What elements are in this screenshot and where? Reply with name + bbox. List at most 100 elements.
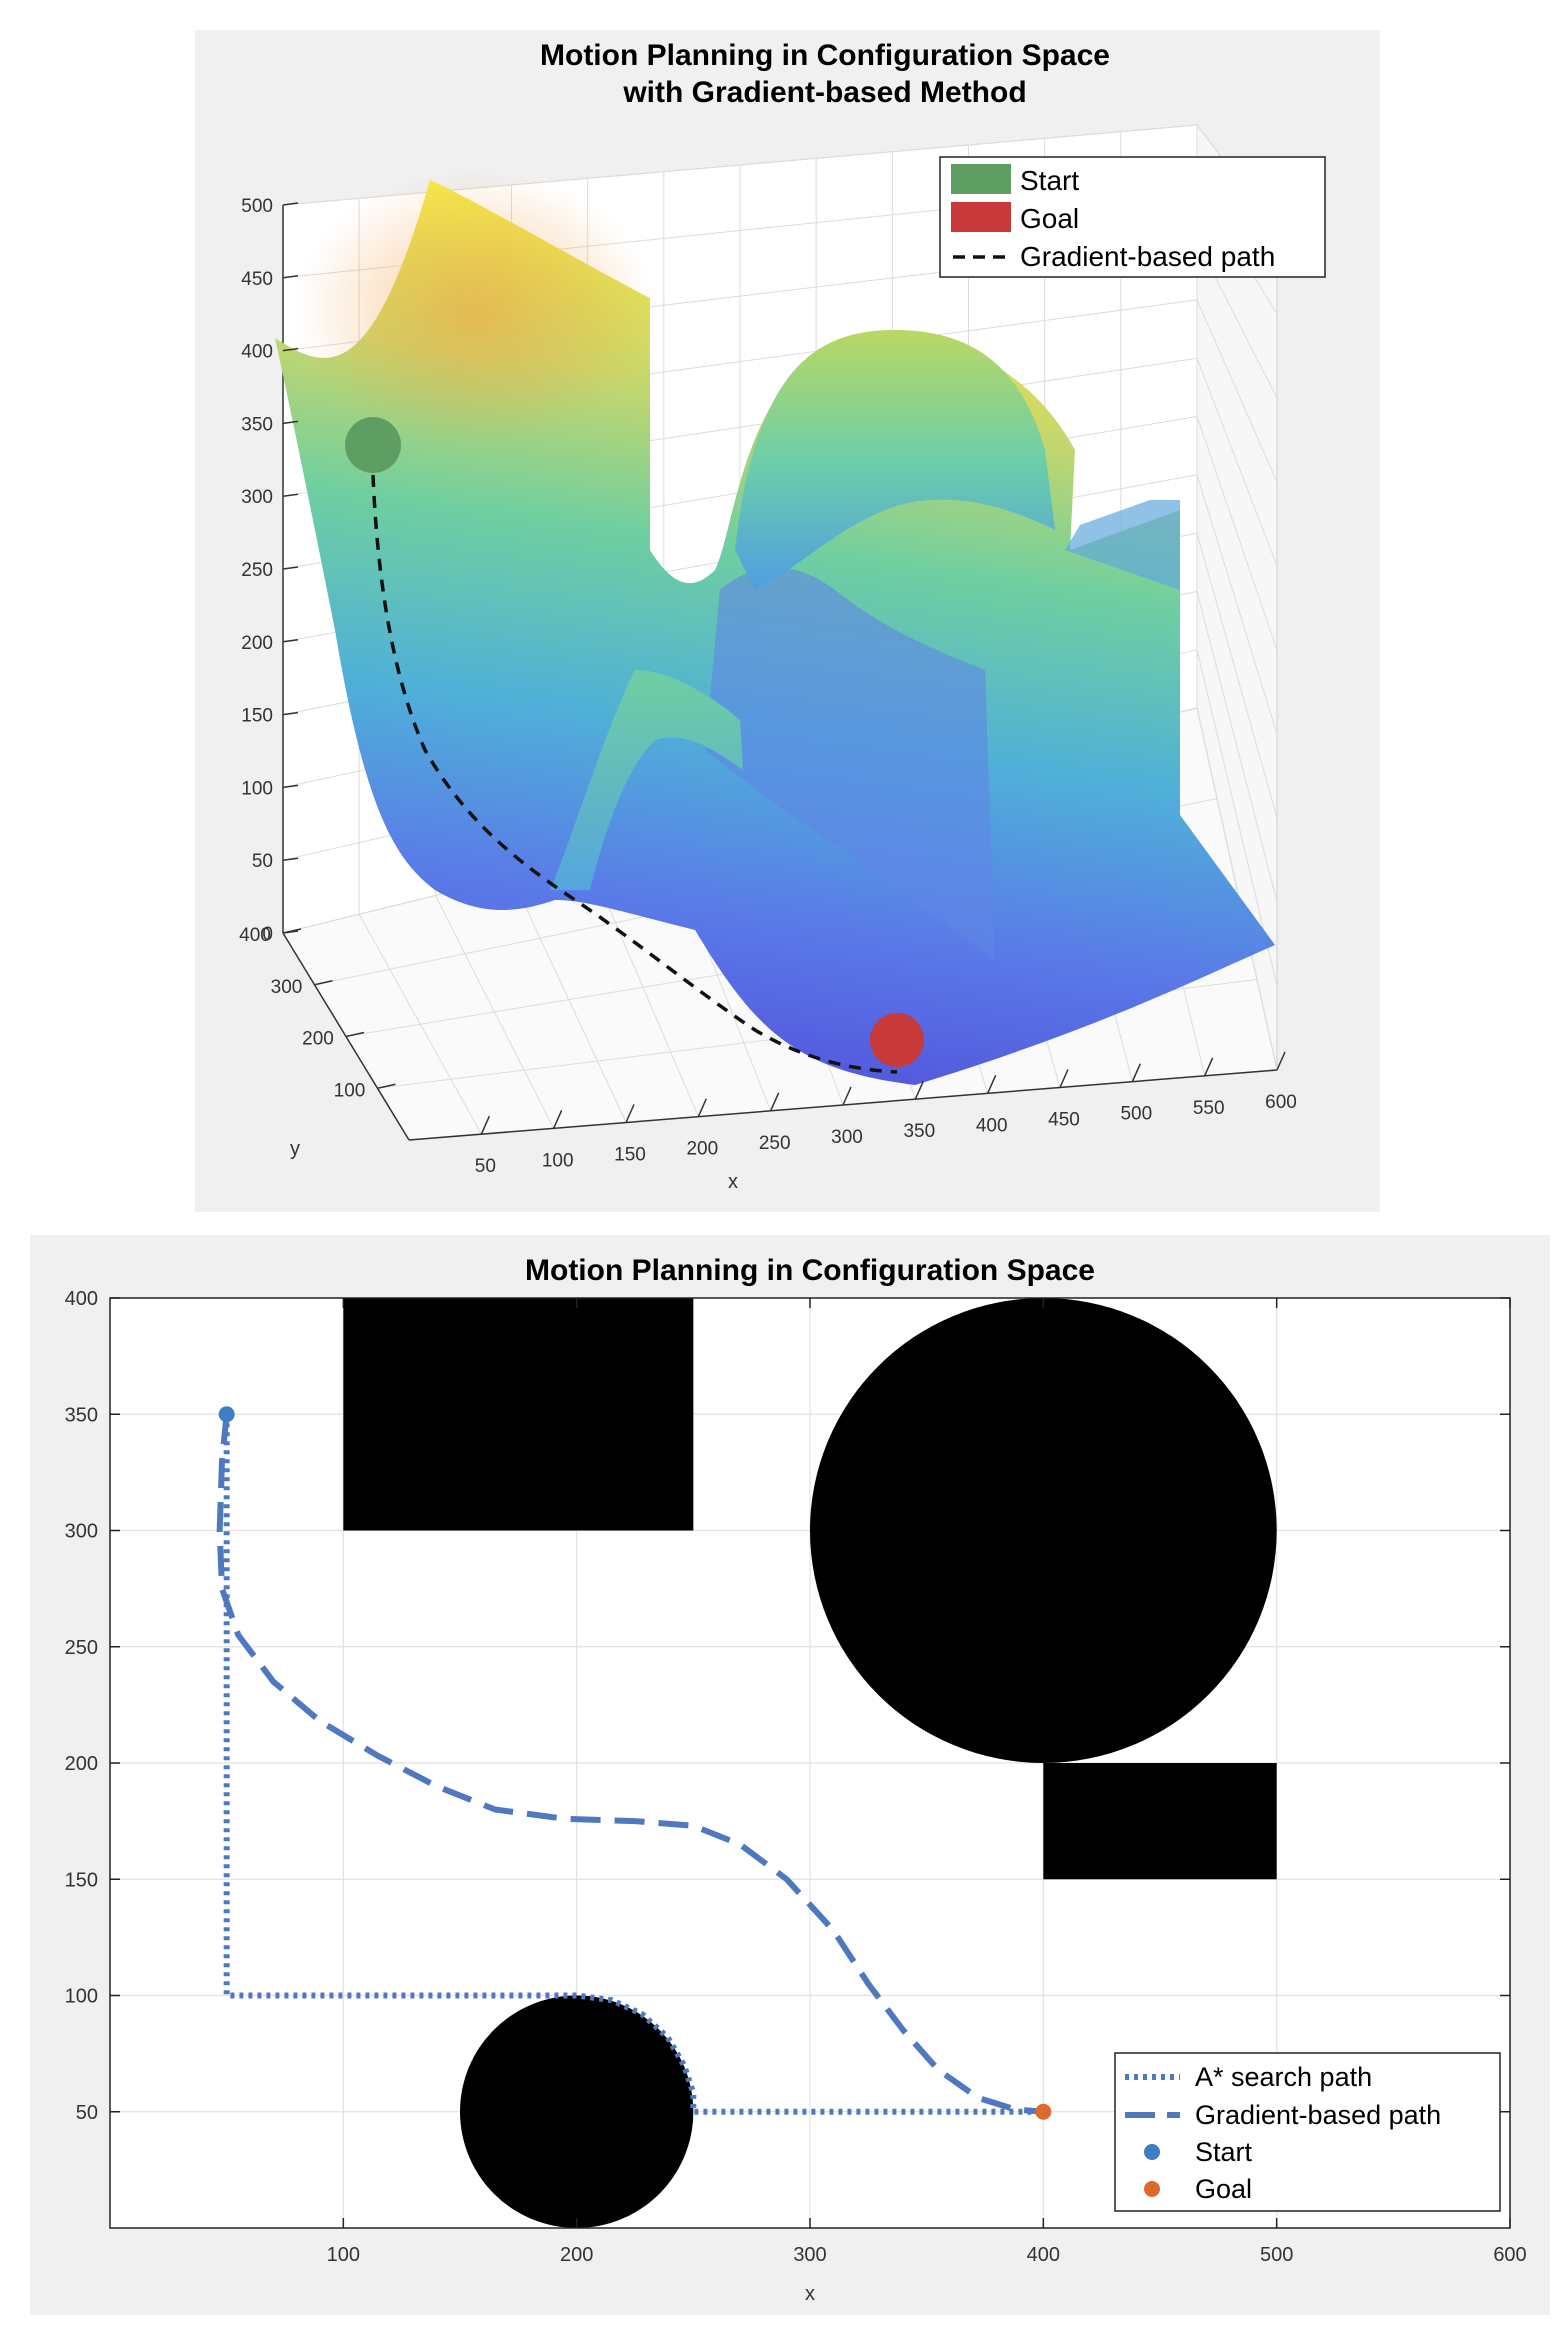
x-tick-mark bbox=[1131, 1063, 1142, 1082]
chart-title-3d-line2: with Gradient-based Method bbox=[622, 76, 1026, 109]
x-tick-mark bbox=[769, 1092, 780, 1112]
x-tick-label: 600 bbox=[1265, 1092, 1297, 1113]
z-tick-label: 350 bbox=[241, 414, 273, 435]
start-marker-3d bbox=[345, 417, 401, 473]
x-tick-label: 500 bbox=[1120, 1104, 1152, 1125]
obstacles bbox=[343, 1298, 1277, 2228]
x-tick-mark bbox=[480, 1115, 491, 1135]
z-tick-mark bbox=[282, 420, 299, 425]
z-tick-mark bbox=[282, 857, 299, 861]
goal-marker-3d bbox=[870, 1013, 924, 1067]
y-tick-mark bbox=[377, 1083, 396, 1089]
x-tick-mark bbox=[625, 1104, 635, 1123]
obstacle-rect bbox=[1043, 1763, 1277, 1880]
y-tick-mark bbox=[314, 980, 333, 986]
x-tick-label: 400 bbox=[1027, 2244, 1060, 2266]
x-tick-mark bbox=[914, 1080, 925, 1100]
y-tick-label: 100 bbox=[334, 1080, 366, 1101]
z-tick-label: 50 bbox=[252, 851, 273, 872]
z-tick-label: 150 bbox=[241, 706, 273, 727]
legend-start-swatch bbox=[951, 164, 1011, 194]
legend-astar-label: A* search path bbox=[1195, 2062, 1372, 2092]
surface-valley bbox=[705, 567, 995, 960]
astar-path bbox=[223, 1414, 1044, 2115]
axis-ticks-2d: 100 200 300 400 500 600 50 100 150 200 250 300 350 40… bbox=[65, 1288, 1527, 2266]
x-tick-mark bbox=[697, 1098, 708, 1117]
grid-line-z-side bbox=[1196, 707, 1278, 1071]
x-tick-mark bbox=[1276, 1051, 1286, 1071]
legend-goal-swatch bbox=[951, 202, 1011, 232]
y-tick-label: 50 bbox=[76, 2102, 98, 2124]
z-tick-label: 500 bbox=[241, 196, 273, 217]
obstacle-circle bbox=[810, 1298, 1277, 1763]
surface-peak bbox=[295, 170, 655, 450]
x-tick-label: 200 bbox=[560, 2244, 593, 2266]
x-tick-label: 100 bbox=[542, 1150, 574, 1171]
y-tick-label: 150 bbox=[65, 1869, 98, 1891]
z-tick-label: 250 bbox=[241, 560, 273, 581]
x-tick-label: 150 bbox=[614, 1145, 646, 1166]
x-tick-label: 300 bbox=[793, 2244, 826, 2266]
goal-marker-2d bbox=[1035, 2103, 1052, 2120]
z-tick-label: 100 bbox=[241, 778, 273, 799]
x-tick-label: 350 bbox=[903, 1121, 935, 1142]
x-tick-mark bbox=[1203, 1057, 1214, 1077]
y-tick-label: 300 bbox=[65, 1521, 98, 1543]
x-tick-mark bbox=[1059, 1069, 1069, 1088]
z-tick-mark bbox=[282, 347, 299, 352]
z-tick-label: 300 bbox=[241, 487, 273, 508]
gradient-path-3d bbox=[371, 474, 898, 1074]
paths bbox=[216, 1406, 1052, 2120]
legend-start-label-2d: Start bbox=[1195, 2137, 1253, 2167]
x-tick-mark bbox=[842, 1086, 852, 1106]
x-tick-label: 550 bbox=[1193, 1098, 1225, 1119]
axis-ticks-3d: 50 100 150 200 250 300 350 400 450 500 550 60010020… bbox=[239, 196, 1297, 1177]
y-tick-label: 400 bbox=[239, 925, 271, 946]
z-tick-mark bbox=[282, 275, 299, 279]
legend-start-label: Start bbox=[1020, 165, 1079, 196]
surface-chart: 50 100 150 200 250 300 350 400 450 500 550 60010020… bbox=[195, 30, 1380, 1212]
legend-goal-label: Goal bbox=[1020, 203, 1079, 234]
x-tick-label: 250 bbox=[759, 1133, 791, 1154]
legend-path-label: Gradient-based path bbox=[1020, 241, 1275, 272]
surface-hump bbox=[735, 330, 1055, 590]
y-tick-label: 100 bbox=[65, 1986, 98, 2008]
grid-line-z-side bbox=[1196, 299, 1278, 483]
x-axis-label-3d: x bbox=[728, 1171, 738, 1193]
legend-start-marker bbox=[1144, 2144, 1160, 2160]
legend-3d: Start Goal Gradient-based path bbox=[939, 156, 1326, 278]
x-tick-label: 400 bbox=[976, 1115, 1008, 1136]
y-axis-label-3d: y bbox=[290, 1138, 300, 1160]
z-tick-mark bbox=[282, 566, 299, 570]
z-tick-mark bbox=[282, 930, 299, 934]
legend-goal-label-2d: Goal bbox=[1195, 2174, 1252, 2204]
z-tick-label: 200 bbox=[241, 633, 273, 654]
z-tick-label: 400 bbox=[241, 342, 273, 363]
x-tick-label: 50 bbox=[475, 1156, 496, 1177]
z-tick-label: 0 bbox=[262, 924, 273, 945]
z-tick-mark bbox=[282, 784, 299, 789]
z-tick-mark bbox=[282, 711, 299, 716]
x-tick-label: 200 bbox=[686, 1139, 718, 1160]
obstacle-rect bbox=[343, 1298, 694, 1531]
x-tick-mark bbox=[986, 1075, 997, 1094]
y-tick-label: 350 bbox=[65, 1404, 98, 1426]
x-tick-label: 600 bbox=[1493, 2244, 1526, 2266]
grid-line-z-side bbox=[1196, 416, 1278, 651]
legend-gradient-label: Gradient-based path bbox=[1195, 2100, 1441, 2130]
grid-line-z-side bbox=[1196, 591, 1278, 903]
grid-line-z-side bbox=[1196, 532, 1278, 819]
legend-goal-marker bbox=[1144, 2181, 1160, 2197]
x-axis-label-2d: x bbox=[805, 2283, 815, 2305]
z-tick-mark bbox=[282, 202, 299, 206]
surface bbox=[275, 170, 1275, 1085]
z-tick-label: 450 bbox=[241, 269, 273, 290]
x-tick-label: 100 bbox=[327, 2244, 360, 2266]
grid-line-z-side bbox=[1196, 474, 1278, 735]
plan-chart: 100 200 300 400 500 600 50 100 150 200 250 300 350 40… bbox=[30, 1235, 1550, 2315]
start-marker-2d bbox=[218, 1406, 235, 1423]
legend-2d: A* search path Gradient-based path Start… bbox=[1114, 2052, 1501, 2212]
z-tick-mark bbox=[282, 493, 299, 497]
x-tick-mark bbox=[552, 1110, 563, 1129]
gradient-path-2d bbox=[216, 1413, 1044, 2115]
